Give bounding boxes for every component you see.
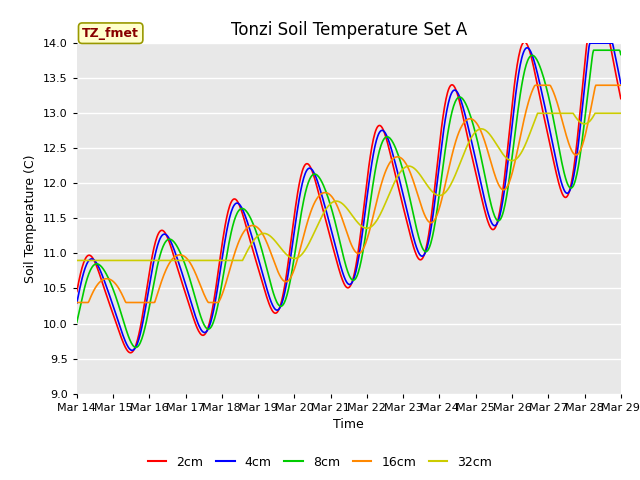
16cm: [431, 217, 438, 223]
Line: 16cm: 16cm: [77, 85, 621, 302]
2cm: [617, 96, 625, 101]
2cm: [416, 257, 424, 263]
8cm: [617, 52, 625, 58]
2cm: [127, 350, 134, 356]
4cm: [195, 322, 202, 328]
16cm: [223, 278, 230, 284]
8cm: [431, 218, 439, 224]
Line: 2cm: 2cm: [77, 40, 621, 353]
Y-axis label: Soil Temperature (C): Soil Temperature (C): [24, 154, 38, 283]
8cm: [132, 345, 140, 350]
16cm: [194, 276, 202, 282]
4cm: [140, 317, 147, 323]
4cm: [617, 81, 625, 86]
16cm: [73, 300, 81, 305]
16cm: [139, 300, 147, 305]
8cm: [223, 249, 231, 254]
16cm: [415, 195, 422, 201]
32cm: [73, 258, 81, 264]
Line: 4cm: 4cm: [77, 43, 621, 350]
Line: 8cm: 8cm: [77, 50, 621, 348]
4cm: [128, 348, 136, 353]
4cm: [586, 40, 594, 46]
8cm: [589, 48, 597, 53]
8cm: [195, 307, 202, 312]
8cm: [83, 277, 90, 283]
8cm: [140, 331, 147, 336]
Line: 32cm: 32cm: [77, 113, 621, 261]
32cm: [83, 258, 90, 264]
Text: TZ_fmet: TZ_fmet: [82, 27, 139, 40]
2cm: [584, 37, 591, 43]
Title: Tonzi Soil Temperature Set A: Tonzi Soil Temperature Set A: [230, 21, 467, 39]
32cm: [139, 258, 147, 264]
16cm: [531, 83, 539, 88]
2cm: [140, 307, 147, 313]
32cm: [431, 191, 438, 197]
32cm: [415, 170, 422, 176]
8cm: [416, 237, 424, 243]
32cm: [534, 110, 541, 116]
X-axis label: Time: Time: [333, 418, 364, 431]
32cm: [223, 258, 230, 264]
8cm: [73, 319, 81, 325]
16cm: [617, 83, 625, 88]
Legend: 2cm, 4cm, 8cm, 16cm, 32cm: 2cm, 4cm, 8cm, 16cm, 32cm: [143, 451, 497, 474]
2cm: [223, 212, 231, 217]
32cm: [194, 258, 202, 264]
4cm: [223, 225, 231, 230]
2cm: [73, 288, 81, 294]
4cm: [73, 300, 81, 306]
16cm: [83, 300, 90, 305]
4cm: [431, 193, 439, 199]
4cm: [416, 252, 424, 257]
2cm: [431, 178, 439, 184]
4cm: [83, 262, 90, 267]
2cm: [195, 328, 202, 334]
2cm: [83, 254, 90, 260]
32cm: [617, 110, 625, 116]
